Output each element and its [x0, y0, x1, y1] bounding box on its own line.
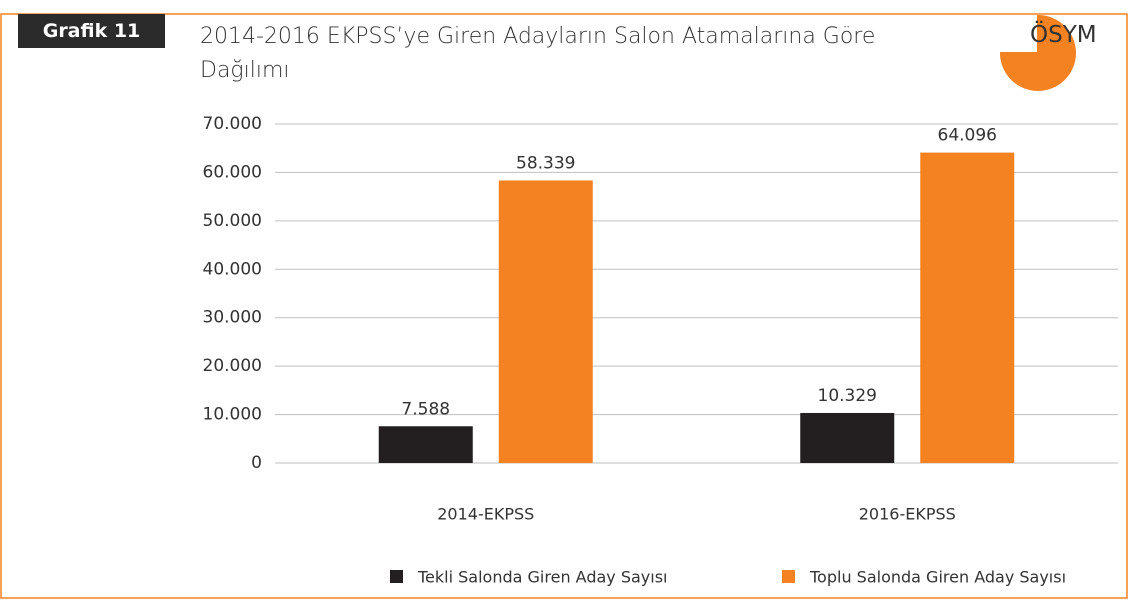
y-tick-label: 30.000: [203, 308, 262, 328]
y-tick-label: 10.000: [203, 405, 262, 425]
legend-swatch: [390, 570, 403, 583]
y-tick-label: 50.000: [203, 211, 262, 231]
legend-swatch: [782, 570, 795, 583]
y-tick-label: 70.000: [203, 114, 262, 134]
value-label: 10.329: [818, 386, 877, 406]
bar: [378, 426, 473, 463]
bar: [498, 180, 593, 463]
frame: [0, 13, 1128, 599]
value-label: 7.588: [401, 399, 450, 419]
value-label: 64.096: [938, 126, 997, 146]
y-tick-label: 0: [251, 453, 262, 473]
y-tick-label: 40.000: [203, 259, 262, 279]
value-label: 58.339: [516, 153, 575, 173]
bar: [920, 152, 1015, 463]
logo-text: ÖSYM: [1030, 22, 1097, 48]
x-tick-label: 2016-EKPSS: [859, 505, 956, 524]
chart-title: 2014-2016 EKPSS’ye Giren Adayların Salon…: [200, 24, 876, 83]
legend-label: Toplu Salonda Giren Aday Sayısı: [809, 568, 1066, 587]
legend-label: Tekli Salonda Giren Aday Sayısı: [417, 568, 668, 587]
bar: [800, 412, 895, 463]
y-tick-label: 20.000: [203, 356, 262, 376]
y-tick-label: 60.000: [203, 162, 262, 182]
x-tick-label: 2014-EKPSS: [437, 505, 534, 524]
chart-label: Grafik 11: [18, 14, 165, 48]
logo-shape: [999, 14, 1076, 91]
